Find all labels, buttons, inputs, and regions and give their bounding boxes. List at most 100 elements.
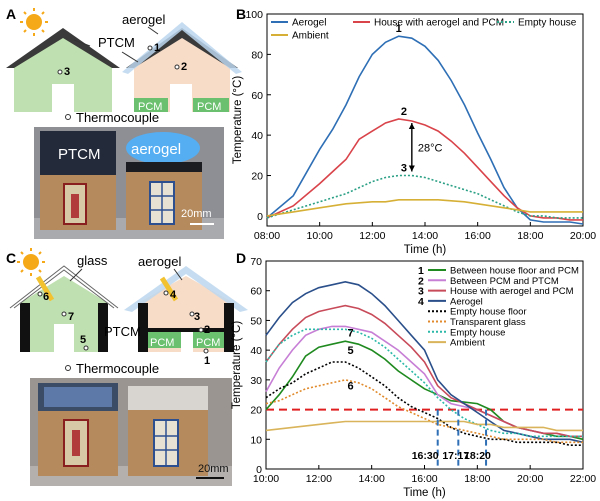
point-2: 2	[204, 324, 210, 336]
pcm-label-1: PCM	[150, 337, 174, 349]
point-3: 3	[64, 66, 70, 78]
arrow-head-down	[408, 165, 415, 172]
point-5: 5	[80, 334, 86, 346]
x-tick-label: 10:00	[307, 230, 333, 242]
legend-label: Ambient	[450, 338, 485, 349]
y-tick-label: 60	[251, 90, 263, 102]
house-aerogel-diagram	[122, 22, 242, 112]
legend-label: Empty house	[450, 327, 505, 338]
difference-annotation: 28°C	[418, 142, 443, 154]
panel-d-letter: D	[236, 250, 246, 266]
x-tick-label: 12:00	[306, 473, 332, 485]
y-tick-label: 100	[245, 9, 263, 21]
house-ptcm-diagram	[6, 28, 120, 112]
point-4: 4	[170, 289, 177, 301]
pcm-label-2: PCM	[197, 101, 221, 113]
y-tick-label: 20	[250, 405, 262, 417]
photo-ptcm-label: PTCM	[58, 146, 101, 163]
point-6: 6	[43, 291, 49, 303]
panel-a-letter: A	[6, 6, 16, 22]
sun-icon	[17, 248, 45, 276]
legend-label: Between house floor and PCM	[450, 266, 579, 277]
series-line	[265, 361, 583, 447]
legend-label: Transparent glass	[450, 317, 526, 328]
legend-label: Empty house floor	[450, 307, 527, 318]
legend-label: House with aerogel and PCM	[374, 18, 504, 29]
y-tick-label: 0	[257, 211, 263, 223]
legend-number: 2	[418, 275, 424, 287]
legend-label: Empty house	[518, 18, 577, 29]
x-axis-label: Time (h)	[403, 487, 446, 499]
thermocouple-label: Thermocouple	[76, 110, 159, 125]
curve-marker: 2	[401, 106, 407, 118]
point-2: 2	[181, 61, 187, 73]
series-line	[266, 35, 584, 225]
pcm-label-1: PCM	[138, 101, 162, 113]
chart-d: 10:00 12:00 14:00 16:00 18:00 20:00 22:00 0 10 20…	[231, 256, 596, 499]
curve-marker: 1	[396, 23, 402, 35]
x-tick-label: 14:00	[412, 230, 438, 242]
point-7: 7	[68, 311, 74, 323]
legend-label: Ambient	[292, 31, 329, 42]
series-line	[266, 174, 583, 219]
arrow-head-up	[408, 123, 415, 130]
x-axis-label: Time (h)	[404, 244, 447, 256]
y-tick-label: 30	[250, 375, 262, 387]
y-tick-label: 60	[250, 286, 262, 298]
series-line	[265, 325, 583, 438]
chart-b: 08:00 10:00 12:00 14:00 16:00 18:00 20:00 0 20 40…	[232, 9, 596, 256]
photo-scale-text: 20mm	[198, 463, 229, 475]
legend-number: 1	[418, 265, 424, 277]
panel-b: B 08:00 10:00 12:00 14:00 16:00 18:00 20:00 0 20…	[232, 6, 596, 256]
series-line	[266, 199, 583, 217]
photo-c: 20mm	[30, 378, 232, 486]
panel-c: C glass	[6, 248, 248, 486]
x-tick-label: 16:00	[465, 230, 491, 242]
x-tick-label: 20:00	[517, 473, 543, 485]
y-axis-label: Temperature (°C)	[232, 76, 244, 164]
x-tick-label: 08:00	[254, 230, 280, 242]
series-line	[265, 328, 583, 438]
y-tick-label: 40	[250, 345, 262, 357]
panel-c-letter: C	[6, 250, 16, 266]
legend-number: 4	[418, 296, 424, 308]
thermocouple-label: Thermocouple	[76, 361, 159, 376]
ptcm-label: PTCM	[98, 35, 135, 50]
curve-marker: 5	[348, 345, 354, 357]
legend-label: House with aerogel and PCM	[450, 286, 574, 297]
panel-b-letter: B	[236, 6, 246, 22]
pcm-label-2: PCM	[196, 337, 220, 349]
panel-d: D 10:00 12:00 14:00 16:00 18:00 20:00 22:00010…	[231, 250, 596, 499]
glass-label: glass	[77, 253, 108, 268]
y-tick-label: 0	[256, 464, 262, 476]
series-line	[265, 420, 583, 432]
photo-aerogel-label: aerogel	[131, 141, 181, 158]
aerogel-label: aerogel	[122, 12, 165, 27]
time-marker-label: 16:30	[412, 450, 439, 462]
y-axis-label: Temperature (°C)	[231, 321, 243, 409]
time-marker-label: 17:17	[442, 450, 469, 462]
sun-icon	[20, 8, 48, 36]
legend-label: Aerogel	[450, 296, 483, 307]
y-tick-label: 10	[250, 434, 262, 446]
x-tick-label: 18:00	[464, 473, 490, 485]
x-tick-label: 14:00	[359, 473, 385, 485]
y-tick-label: 70	[250, 256, 262, 268]
ptcm-label: PTCM	[104, 324, 141, 339]
y-tick-label: 20	[251, 171, 263, 183]
curve-marker: 7	[348, 327, 354, 339]
x-tick-label: 16:00	[411, 473, 437, 485]
legend-label: Between PCM and PTCM	[450, 276, 559, 287]
y-tick-label: 50	[250, 315, 262, 327]
curve-marker: 3	[401, 163, 407, 175]
photo-a: PTCM aerogel 20mm	[34, 127, 224, 239]
series-line	[266, 118, 583, 221]
x-tick-label: 20:00	[570, 230, 596, 242]
point-1: 1	[154, 42, 160, 54]
x-tick-label: 22:00	[570, 473, 596, 485]
x-tick-label: 18:00	[517, 230, 543, 242]
y-tick-label: 40	[251, 130, 263, 142]
x-tick-label: 10:00	[253, 473, 279, 485]
series-line	[265, 379, 583, 444]
